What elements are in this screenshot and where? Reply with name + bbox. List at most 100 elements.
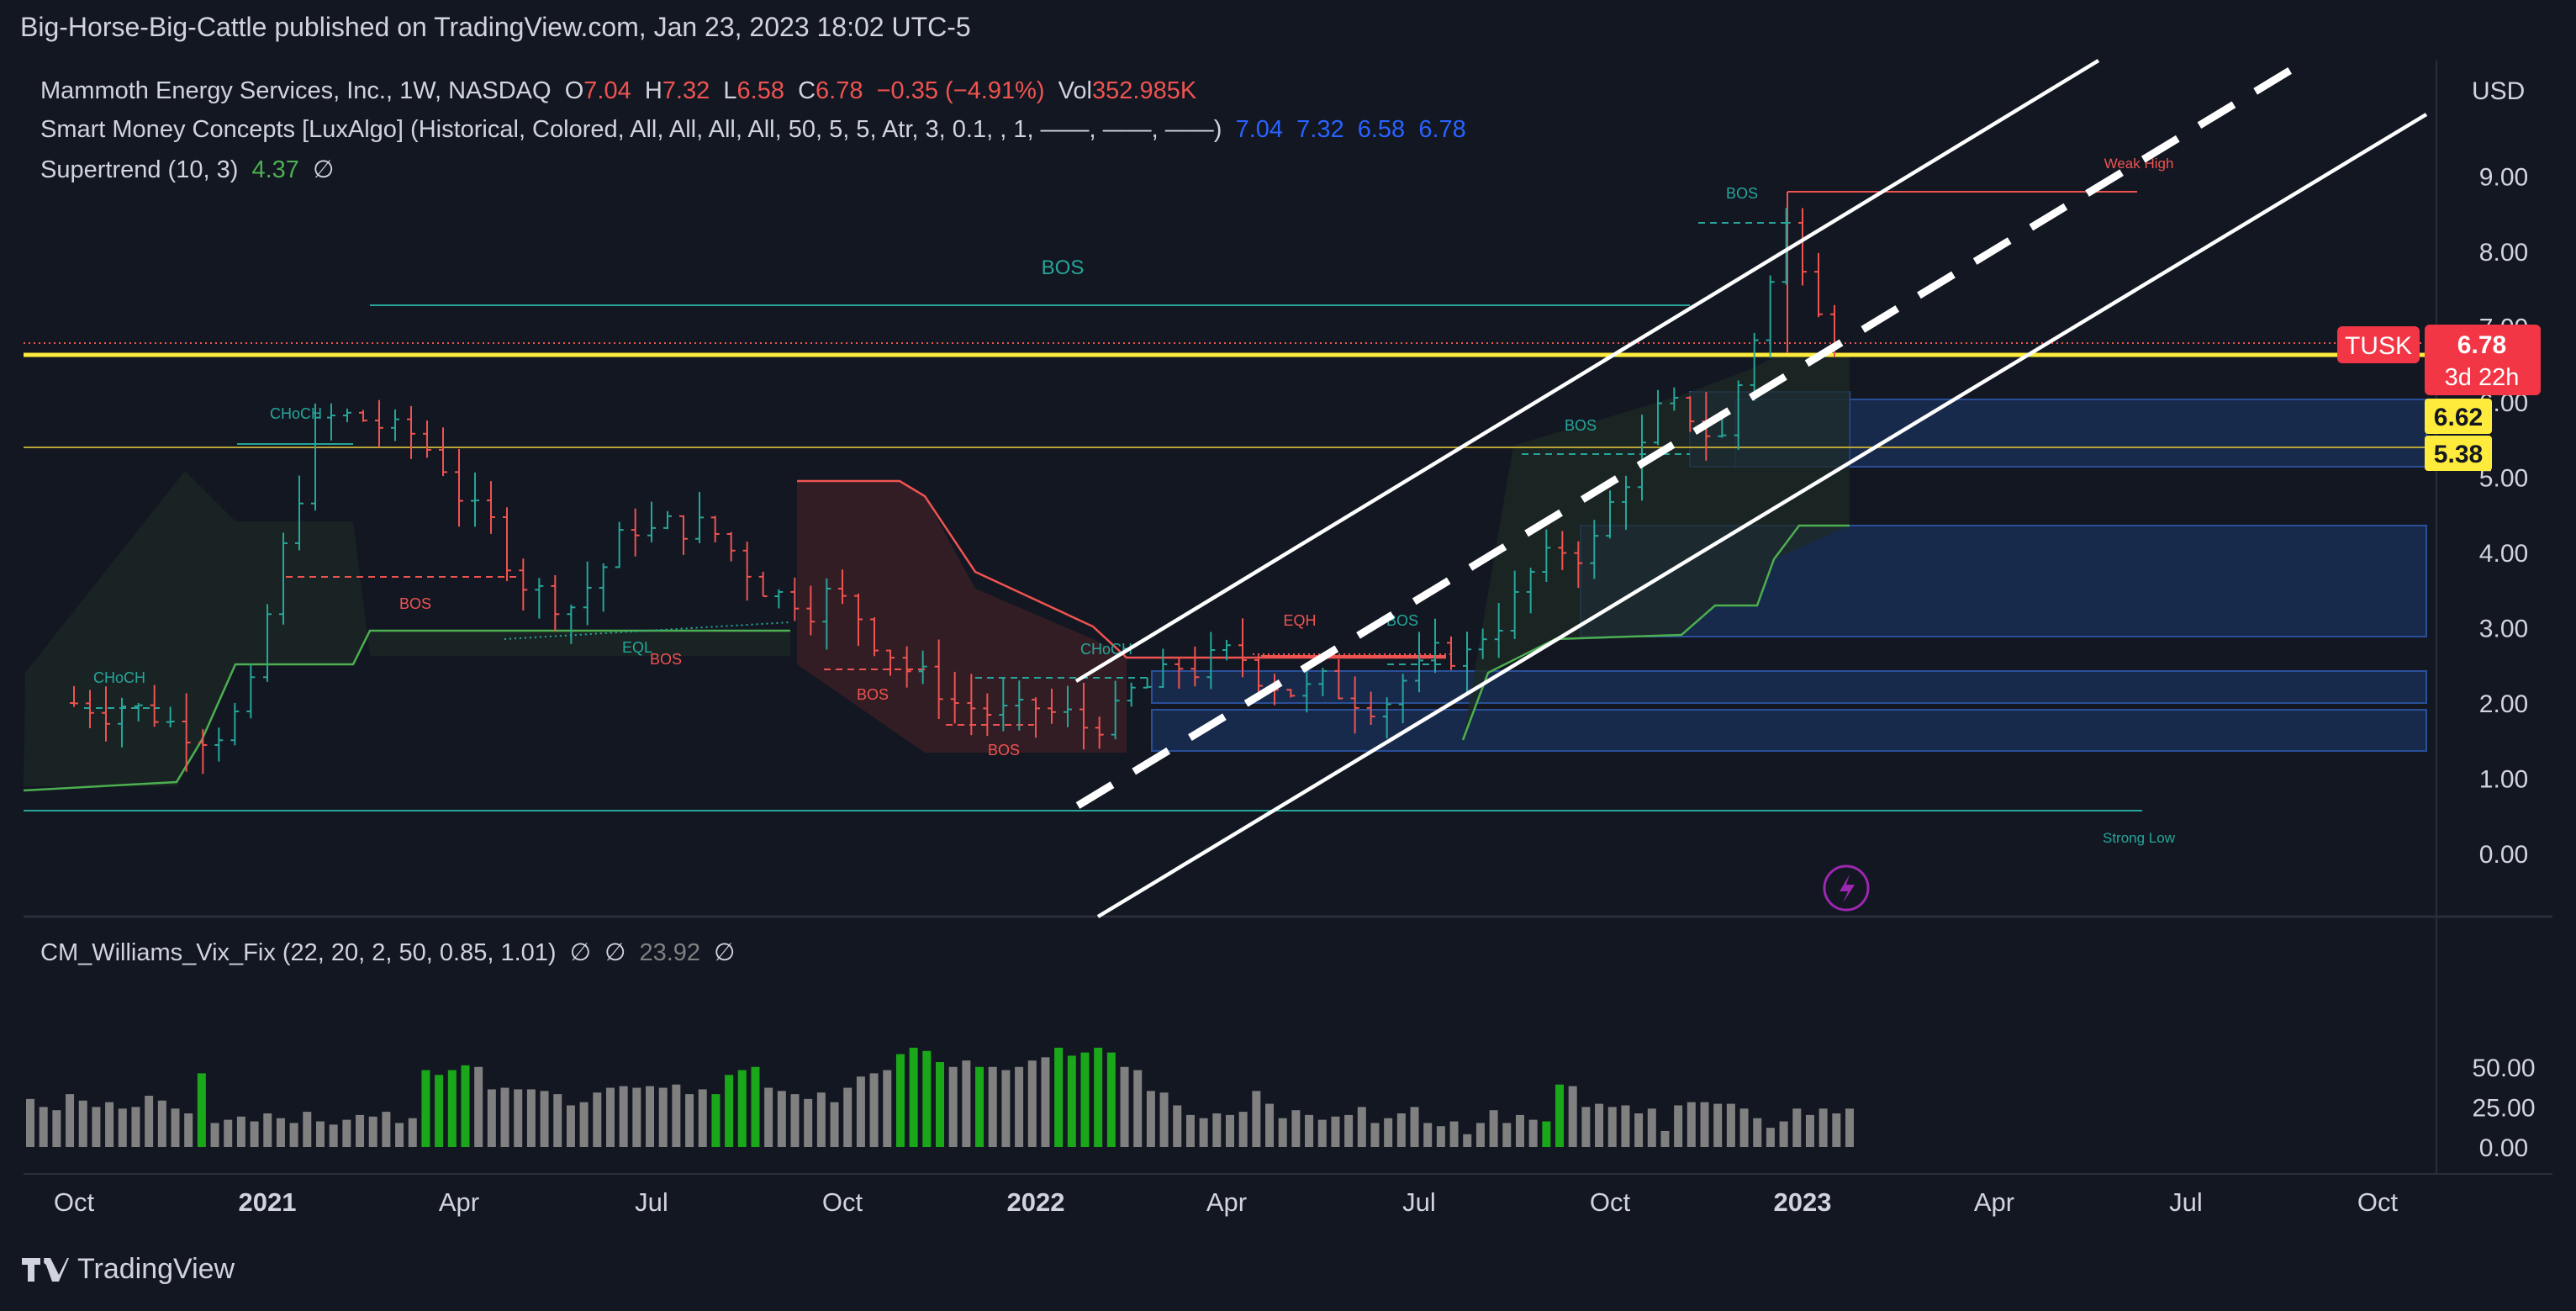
vix-bar (1595, 1103, 1604, 1147)
vix-bar (777, 1091, 786, 1147)
vix-legend[interactable]: CM_Williams_Vix_Fix (22, 20, 2, 50, 0.85… (40, 938, 735, 967)
vix-bar (500, 1087, 509, 1147)
vix-bar (1502, 1123, 1512, 1147)
vix-bar (289, 1123, 298, 1147)
lightning-icon (1823, 864, 1870, 912)
order-block-zone (1151, 709, 2427, 752)
price-axis-tick: 1.00 (2479, 766, 2528, 794)
vix-symbol-3: ∅ (714, 939, 736, 966)
smc-legend[interactable]: Smart Money Concepts [LuxAlgo] (Historic… (40, 116, 1466, 144)
vix-bar (39, 1107, 48, 1147)
vix-bar (632, 1087, 641, 1147)
countdown-label: 3d 22h (2445, 364, 2520, 391)
tradingview-logo[interactable]: TradingView (22, 1253, 235, 1286)
price-axis-currency: USD (2472, 77, 2525, 105)
vix-symbol-2: ∅ (604, 939, 626, 966)
vix-bar (184, 1113, 193, 1147)
vix-bar (658, 1087, 668, 1147)
time-axis-tick: Apr (1974, 1187, 2014, 1217)
smc-annotation-label: BOS (1726, 185, 1758, 202)
smc-annotation-label: CHoCH (93, 669, 145, 686)
vix-bar (1660, 1130, 1670, 1147)
vix-bar (1278, 1118, 1287, 1147)
smc-value-3: 6.58 (1357, 116, 1406, 143)
time-axis-tick: 2023 (1774, 1187, 1832, 1217)
price-axis-tick: 2.00 (2479, 690, 2528, 718)
price-axis-tick: 9.00 (2479, 164, 2528, 192)
vix-bar (145, 1096, 154, 1147)
vix-bar (395, 1123, 404, 1147)
vix-bar (447, 1070, 457, 1147)
vix-bar (869, 1073, 879, 1147)
vix-bar (224, 1119, 233, 1147)
vix-bar (1489, 1110, 1498, 1147)
smc-annotation-label: BOS (1386, 612, 1418, 629)
vix-bar (804, 1098, 813, 1147)
high-label: H (644, 77, 662, 104)
time-axis-tick: Jul (635, 1187, 668, 1217)
vix-bar (1094, 1047, 1103, 1147)
price-pane (24, 61, 2441, 917)
vix-bar (1581, 1107, 1591, 1147)
vix-bar (737, 1070, 747, 1147)
time-axis-tick: 2022 (1007, 1187, 1065, 1217)
vix-bar (1845, 1108, 1854, 1147)
vix-bar (1133, 1070, 1143, 1147)
vix-bar (936, 1062, 944, 1147)
vix-bar (1252, 1091, 1261, 1147)
vix-bar (1199, 1118, 1208, 1147)
vix-bar (830, 1102, 839, 1147)
time-axis-tick: Apr (439, 1187, 479, 1217)
vix-bar (1067, 1055, 1076, 1147)
vix-bar (368, 1116, 377, 1147)
vix-bar (843, 1087, 853, 1147)
vix-bar (1475, 1123, 1485, 1147)
smc-indicator-name[interactable]: Smart Money Concepts [LuxAlgo] (Historic… (40, 116, 1222, 143)
vix-bar (1515, 1114, 1524, 1147)
time-axis-tick: Jul (1402, 1187, 1436, 1217)
vix-bar (816, 1092, 826, 1147)
vix-bar (1634, 1113, 1644, 1147)
vix-bar (711, 1094, 721, 1147)
supertrend-name[interactable]: Supertrend (10, 3) (40, 156, 239, 183)
price-axis-tick: 4.00 (2479, 540, 2528, 568)
vix-bar (382, 1112, 391, 1147)
supertrend-legend[interactable]: Supertrend (10, 3) 4.37 ∅ (40, 155, 334, 184)
low-label: L (723, 77, 737, 104)
time-axis-tick: Apr (1206, 1187, 1247, 1217)
vix-bar (1423, 1123, 1433, 1147)
last-price-label-bg (2425, 325, 2541, 395)
price-labels: TUSK 6.78 3d 22h 6.62 5.38 (1823, 325, 2541, 912)
tradingview-logo-icon (22, 1257, 69, 1282)
tradingview-logo-text: TradingView (77, 1253, 235, 1285)
vix-bar (1146, 1091, 1155, 1147)
vix-bar (1357, 1107, 1366, 1147)
vix-bar (1555, 1084, 1565, 1147)
vix-bar (1001, 1070, 1011, 1147)
lightning-icon (1840, 875, 1855, 903)
vix-bar (619, 1086, 628, 1147)
vix-bar (1687, 1102, 1696, 1147)
open-value: 7.04 (583, 77, 631, 104)
vix-bar (1542, 1121, 1551, 1147)
vix-bar (1054, 1047, 1064, 1147)
vix-bar (764, 1087, 773, 1147)
channel-upper-line (1074, 59, 2100, 683)
vix-bar (1436, 1126, 1445, 1147)
vix-bar (751, 1066, 760, 1147)
vix-bar (1674, 1105, 1683, 1147)
trend-channel (1074, 59, 2428, 918)
symbol-name[interactable]: Mammoth Energy Services, Inc., 1W, NASDA… (40, 77, 552, 104)
volume-label: Vol (1058, 77, 1092, 104)
vix-bar (1528, 1119, 1538, 1147)
vix-indicator-name[interactable]: CM_Williams_Vix_Fix (22, 20, 2, 50, 0.85… (40, 939, 557, 966)
vix-bar (1080, 1052, 1090, 1147)
close-value: 6.78 (816, 77, 863, 104)
vix-bar (1238, 1112, 1248, 1147)
close-label: C (798, 77, 816, 104)
supertrend-bear-fill (797, 481, 1127, 753)
supertrend-line-up (23, 629, 790, 792)
main-series-legend[interactable]: Mammoth Energy Services, Inc., 1W, NASDA… (40, 77, 1196, 105)
vix-bar (1766, 1128, 1775, 1147)
